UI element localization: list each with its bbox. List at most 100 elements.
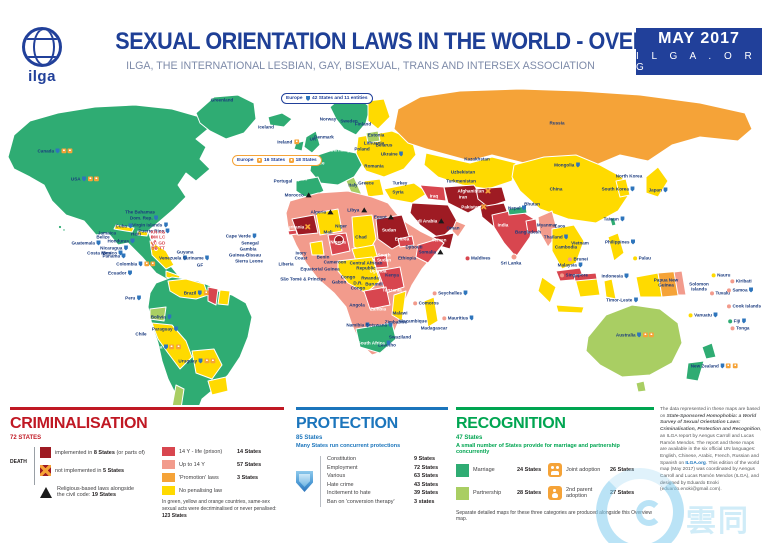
ilga-org-link[interactable]: ILGA.org [685, 460, 706, 466]
protection-shield-icon [575, 162, 580, 168]
protection-shield-icon [138, 261, 143, 267]
map-label: Swaziland [388, 334, 412, 340]
protection-shield-icon [182, 255, 187, 261]
state-dot-icon [730, 326, 735, 330]
warning-triangle-icon [40, 486, 52, 498]
criminalisation-states: 72 STATES [10, 435, 42, 441]
protection-shield-icon [82, 176, 87, 182]
criminalisation-bar [10, 407, 284, 410]
map-label: Fiji [728, 318, 746, 324]
second-parent-adoption-icon [548, 486, 562, 500]
callout-region: Europe [237, 158, 254, 163]
red-swatch [162, 447, 175, 456]
state-dot-icon [442, 316, 447, 320]
map-label: Kiribati [730, 278, 752, 283]
page-title: SEXUAL ORIENTATION LAWS IN THE WORLD - O… [115, 28, 701, 55]
map-label: Singapore [560, 272, 588, 277]
legend-footer: CRIMINALISATION 72 STATES DEATH implemen… [0, 405, 768, 543]
map-label: South Korea [602, 186, 635, 192]
map-label: Cape Verde [226, 233, 257, 239]
death-not-implemented-icon [481, 204, 487, 210]
protection-shield-icon [118, 250, 123, 256]
map-label: Sri Lanka [500, 260, 522, 266]
second-parent-adoption-icon [288, 158, 294, 163]
date-box: MAY 2017 I L G A . O R G [636, 28, 762, 75]
map-label: Gabon [331, 279, 347, 285]
map-label: Ethiopia [397, 255, 417, 261]
world-map-svg [7, 88, 753, 405]
map-label: KN AG DM LC VC GD BB TT [150, 229, 166, 251]
callout-region: Europe [286, 96, 303, 101]
second-parent-adoption-icon [150, 261, 156, 267]
map-label: Nigeria [330, 239, 346, 245]
criminalisation-title: CRIMINALISATION [10, 415, 148, 432]
map-label: Mauritius [442, 315, 474, 321]
protection-shield-icon [633, 297, 638, 303]
joint-adoption-icon [203, 290, 209, 296]
map-label: Spain [294, 176, 308, 182]
protection-row: Hate crime 43 States [327, 481, 439, 488]
protection-shield-icon [127, 270, 132, 276]
map-label: Rwanda [361, 275, 379, 281]
map-label: Taiwan [604, 216, 625, 222]
map-label: Saudi Arabia [409, 218, 445, 224]
protection-subtitle: Many States run concurrent protections [296, 443, 401, 449]
map-label: Brunei [567, 256, 588, 261]
death-not-implemented-swatch [40, 465, 51, 476]
map-label: Venezuela [159, 255, 187, 261]
map-label: Madagascar [420, 325, 448, 331]
map-label: Finland [354, 121, 372, 127]
map-label: Nicaragua [100, 245, 128, 251]
map-label: Sierra Leone [235, 258, 263, 264]
map-label: Eritrea [394, 236, 410, 242]
religious-laws-warning-icon [360, 207, 367, 213]
map-label: Kazakhstan [464, 156, 490, 162]
light-green-swatch [456, 486, 469, 500]
map-label: Guinea-Bissau [228, 252, 262, 258]
map-label: Cuba [116, 223, 133, 229]
map-label: Lithuania [363, 140, 385, 146]
map-label: Uzbekistan [450, 169, 476, 175]
map-label: Gambia [239, 246, 257, 252]
map-label: Colombia [116, 261, 156, 267]
callout-second-value: 18 States [295, 158, 317, 163]
map-label: Botswana [365, 322, 393, 328]
page-subtitle: ILGA, THE INTERNATIONAL LESBIAN, GAY, BI… [126, 60, 595, 72]
ilga-logo: ilga [16, 27, 68, 85]
map-label: Somalia [418, 249, 444, 255]
protection-shield-icon [399, 151, 404, 157]
protection-shield-icon [522, 205, 527, 211]
map-label: Senegal [241, 240, 259, 246]
map-label: Iceland [258, 124, 274, 130]
map-label: São Tomé & Príncipe [280, 276, 326, 282]
joint-adoption-icon [642, 332, 648, 338]
protection-shield-icon [128, 223, 133, 229]
state-dot-icon [688, 313, 693, 317]
map-label: Malawi [392, 310, 408, 316]
state-dot-icon [730, 279, 735, 283]
map-label: Comoros [413, 300, 439, 305]
map-label: Guatemala [72, 240, 101, 246]
map-label: Guyana [176, 249, 194, 255]
map-label: Belize [96, 234, 110, 240]
map-label: Canada [37, 148, 73, 154]
map-label: Djibouti [405, 244, 423, 250]
death-not-implemented-icon [485, 188, 491, 194]
orange-swatch [162, 473, 175, 482]
shield-icon [306, 96, 311, 101]
map-label: Turkey [392, 180, 408, 186]
protection-shield-icon [637, 332, 642, 338]
map-label: Egypt [374, 214, 395, 220]
map-label: Poland [354, 146, 370, 152]
map-label: Germany [330, 147, 350, 153]
joint-adoption-icon [169, 344, 175, 350]
map-label: Bhutan [524, 201, 540, 207]
map-label: Tonga [730, 325, 749, 330]
map-label: GF [196, 262, 204, 268]
map-label: Libya [347, 207, 367, 213]
map-label: Sweden [340, 118, 358, 124]
map-label: Ecuador [108, 270, 132, 276]
protection-shield-icon [205, 255, 210, 261]
map-label: UK [309, 136, 317, 142]
